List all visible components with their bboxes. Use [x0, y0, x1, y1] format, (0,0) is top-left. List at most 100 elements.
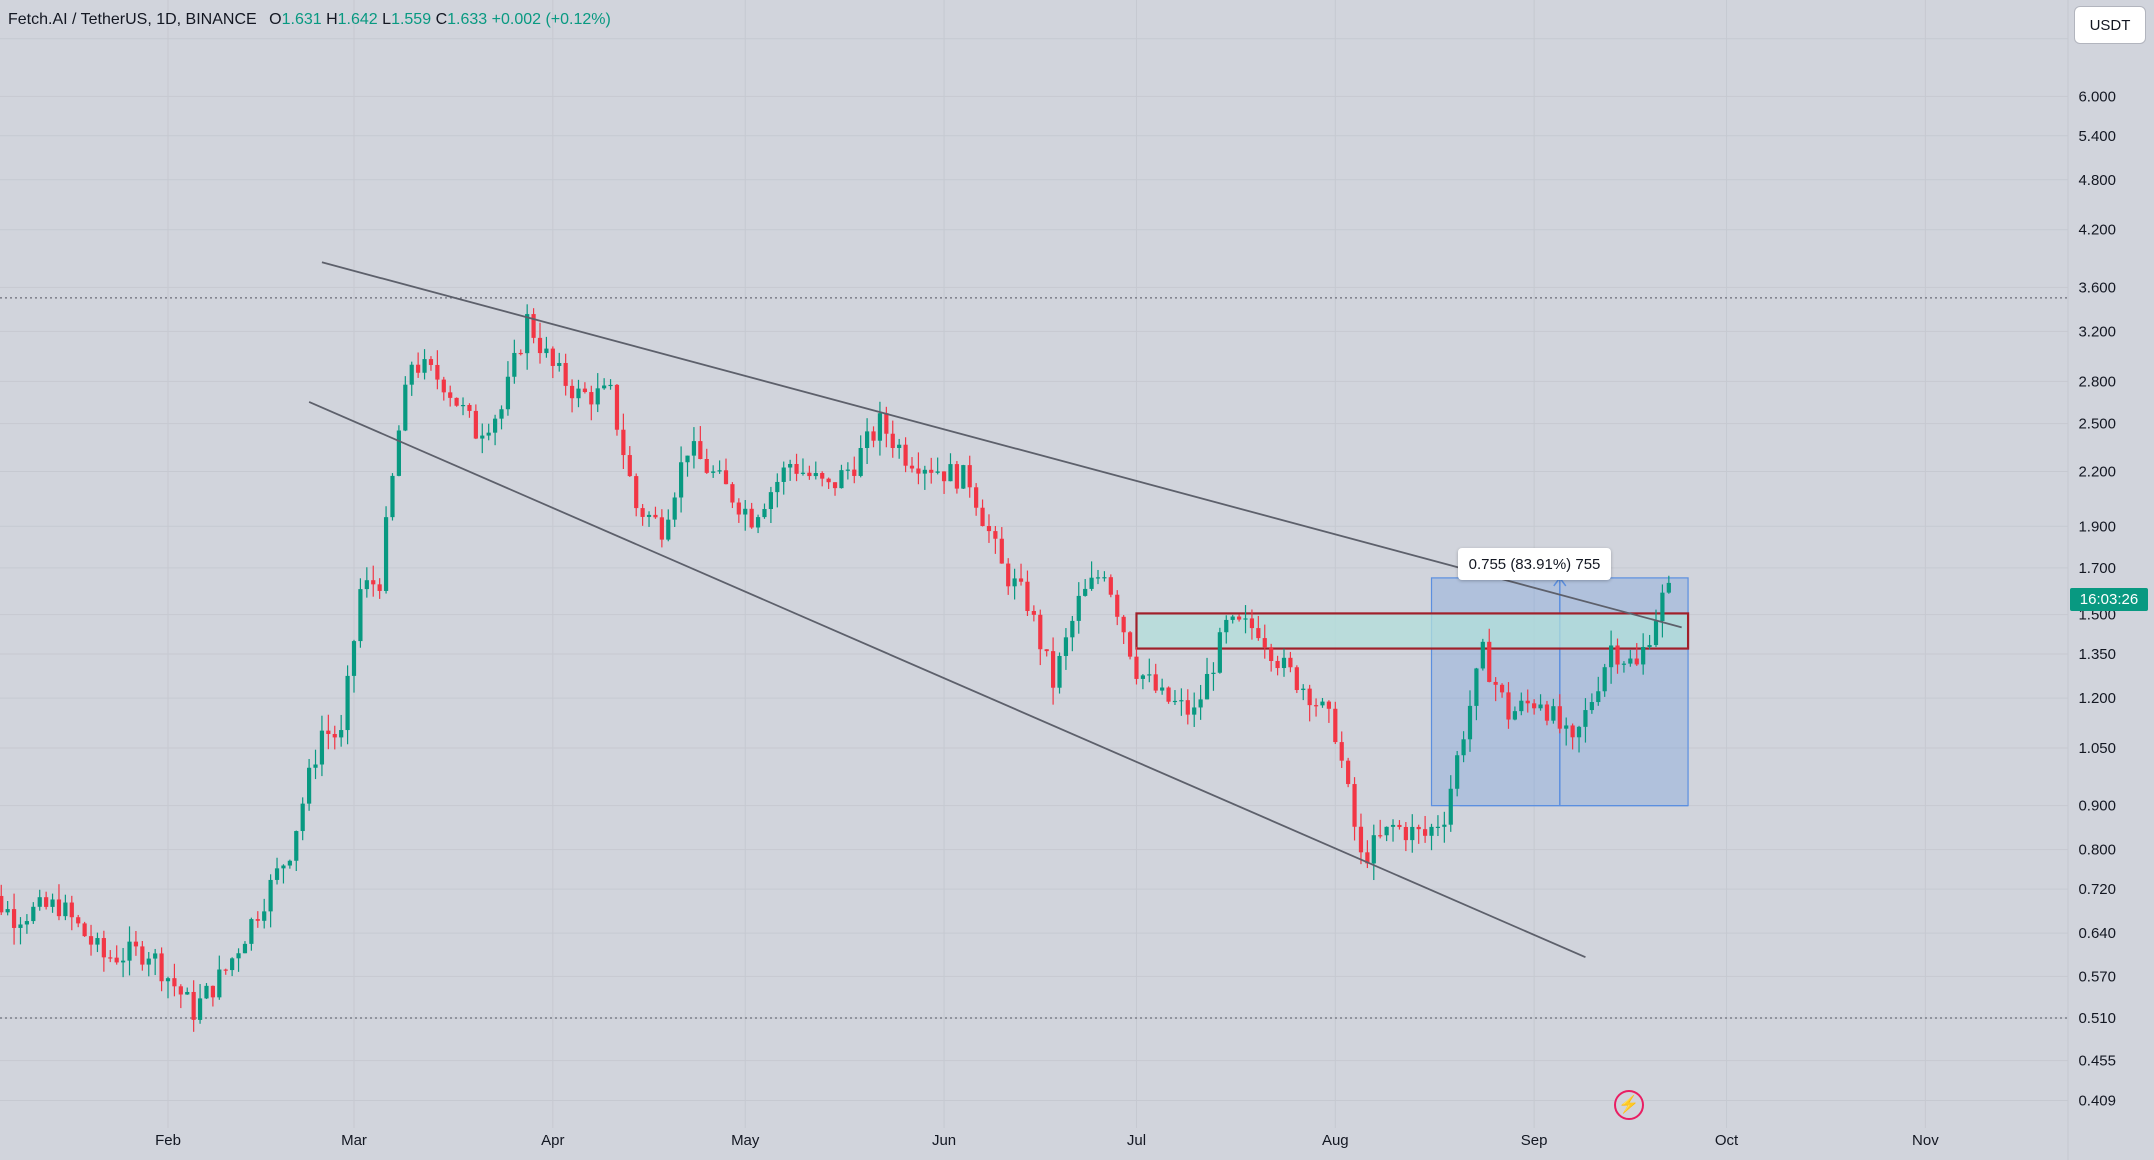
candle-body-up: [486, 432, 491, 436]
candle-body-up: [781, 467, 786, 482]
candle-body-up: [313, 764, 318, 768]
candle-body-down: [1423, 829, 1428, 836]
candle-body-down: [826, 478, 831, 483]
countdown-label: 16:03:26: [2070, 588, 2148, 611]
close-value: 1.633: [447, 11, 488, 28]
candle-body-down: [1634, 658, 1639, 665]
candle-body-up: [1435, 826, 1441, 829]
x-tick-label: Jul: [1127, 1132, 1146, 1149]
candle-body-up: [18, 924, 23, 928]
candle-body-up: [63, 902, 68, 917]
candle-body-down: [473, 410, 478, 439]
candle-body-up: [1666, 582, 1671, 593]
candle-body-down: [736, 502, 741, 515]
candle-body-up: [948, 464, 953, 482]
candle-body-up: [1230, 616, 1235, 620]
candle-body-up: [1583, 710, 1588, 727]
candle-body-up: [121, 960, 126, 963]
candle-body-down: [133, 941, 139, 947]
lightning-icon[interactable]: ⚡: [1614, 1090, 1644, 1120]
candle-body-down: [1525, 700, 1530, 704]
candle-body-down: [1378, 835, 1383, 837]
candle-body-down: [1544, 704, 1550, 721]
candle-body-up: [743, 508, 748, 515]
candle-body-up: [345, 675, 350, 731]
candle-body-up: [788, 463, 793, 468]
candle-body-down: [832, 482, 838, 489]
candle-body-down: [723, 470, 729, 485]
candle-body-down: [1237, 616, 1242, 620]
candle-body-up: [505, 376, 511, 410]
candle-body-up: [409, 364, 414, 385]
candle-body-up: [146, 958, 151, 965]
candle-body-up: [1467, 705, 1473, 740]
candle-body-down: [1339, 742, 1344, 761]
candle-body-down: [435, 364, 440, 380]
candle-body-down: [820, 473, 825, 479]
y-tick-label: 3.600: [2078, 279, 2116, 296]
candle-body-down: [640, 508, 645, 517]
candle-body-down: [916, 468, 921, 474]
candle-body-up: [217, 969, 222, 998]
candle-body-down: [178, 986, 183, 995]
candle-body-down: [1570, 725, 1575, 738]
candle-body-up: [1095, 577, 1101, 579]
candle-body-up: [1621, 663, 1627, 665]
candle-body-up: [390, 475, 395, 518]
price-axis-background: [2068, 0, 2154, 1160]
candle-body-up: [922, 469, 927, 474]
low-label: L: [382, 11, 392, 28]
candle-body-up: [717, 470, 722, 472]
candle-body-up: [1474, 668, 1479, 706]
candle-body-down: [974, 487, 979, 508]
candle-body-up: [691, 441, 697, 456]
candle-body-down: [884, 413, 889, 434]
candle-body-down: [172, 978, 177, 987]
candle-body-up: [1012, 578, 1017, 587]
candle-body-up: [1076, 595, 1081, 621]
candle-body-up: [1224, 619, 1229, 633]
candle-body-up: [775, 481, 780, 493]
candle-body-up: [1551, 706, 1556, 721]
change-value: +0.002 (+0.12%): [491, 11, 611, 28]
candle-body-up: [576, 388, 581, 399]
candle-body-down: [377, 584, 382, 591]
candle-body-up: [165, 978, 171, 982]
resistance-zone: [1135, 612, 1690, 650]
x-tick-label: Sep: [1521, 1132, 1548, 1149]
candle-body-up: [1179, 700, 1184, 702]
candle-body-up: [1198, 699, 1203, 708]
candle-body-up: [672, 497, 677, 520]
candle-body-up: [865, 431, 870, 449]
candle-body-up: [1647, 645, 1652, 647]
candle-body-up: [242, 943, 248, 954]
candle-body-up: [274, 868, 280, 880]
candle-body-down: [1403, 826, 1408, 841]
candle-body-up: [1576, 726, 1582, 738]
candle-body-up: [1281, 657, 1287, 669]
candle-body-up: [1192, 707, 1197, 715]
candle-body-down: [114, 957, 119, 963]
high-label: H: [326, 11, 338, 28]
x-tick-label: Oct: [1715, 1132, 1739, 1149]
candle-body-up: [204, 985, 209, 999]
candle-body-up: [5, 909, 10, 913]
candle-body-down: [1307, 688, 1312, 706]
candle-body-up: [281, 865, 286, 869]
candle-body-up: [127, 941, 132, 961]
candle-body-down: [1025, 581, 1030, 611]
currency-button[interactable]: USDT: [2074, 6, 2146, 44]
symbol-name[interactable]: Fetch.AI / TetherUS, 1D, BINANCE: [8, 11, 257, 28]
candle-body-up: [1083, 588, 1088, 596]
candle-body-up: [493, 418, 498, 433]
candle-body-up: [358, 589, 363, 642]
candle-body-down: [1499, 684, 1505, 693]
candle-body-up: [287, 860, 292, 866]
candle-body-down: [749, 508, 754, 528]
x-tick-label: May: [731, 1132, 760, 1149]
candle-body-up: [1243, 618, 1248, 620]
candle-body-up: [1102, 577, 1107, 579]
candle-body-down: [569, 385, 575, 399]
candle-body-up: [1301, 688, 1306, 691]
